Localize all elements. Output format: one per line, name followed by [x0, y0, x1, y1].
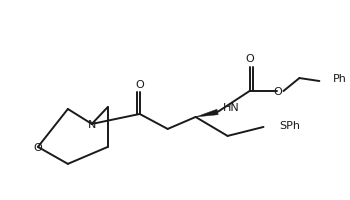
Text: HN: HN [223, 102, 240, 112]
Text: O: O [273, 87, 282, 97]
Text: O: O [135, 80, 144, 90]
Text: Ph: Ph [333, 74, 347, 84]
Text: O: O [245, 54, 254, 64]
Text: N: N [88, 119, 96, 129]
Text: SPh: SPh [279, 120, 300, 130]
Polygon shape [196, 110, 218, 117]
Text: O: O [34, 142, 42, 152]
